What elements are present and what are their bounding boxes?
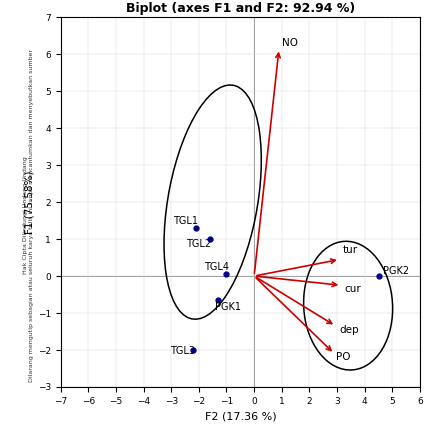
Text: TGL1: TGL1 — [173, 215, 197, 226]
Text: TGL3: TGL3 — [170, 347, 195, 356]
Y-axis label: F1 (75.58%): F1 (75.58%) — [25, 170, 35, 234]
Text: TGL4: TGL4 — [204, 262, 229, 272]
Text: PGK1: PGK1 — [216, 302, 242, 313]
Text: dep: dep — [339, 325, 359, 335]
X-axis label: F2 (17.36 %): F2 (17.36 %) — [204, 411, 276, 421]
Text: NO: NO — [282, 38, 298, 48]
Title: Biplot (axes F1 and F2: 92.94 %): Biplot (axes F1 and F2: 92.94 %) — [126, 2, 355, 15]
Text: Hak Cipta Dilindungi Undang-Undang
Dilarang mengutip sebagian atau seluruh karya: Hak Cipta Dilindungi Undang-Undang Dilar… — [23, 49, 33, 381]
Text: PO: PO — [336, 352, 350, 362]
Text: PGK2: PGK2 — [383, 266, 409, 276]
Text: cur: cur — [345, 284, 361, 294]
Text: TGL2: TGL2 — [187, 239, 212, 249]
Text: tur: tur — [343, 245, 358, 255]
